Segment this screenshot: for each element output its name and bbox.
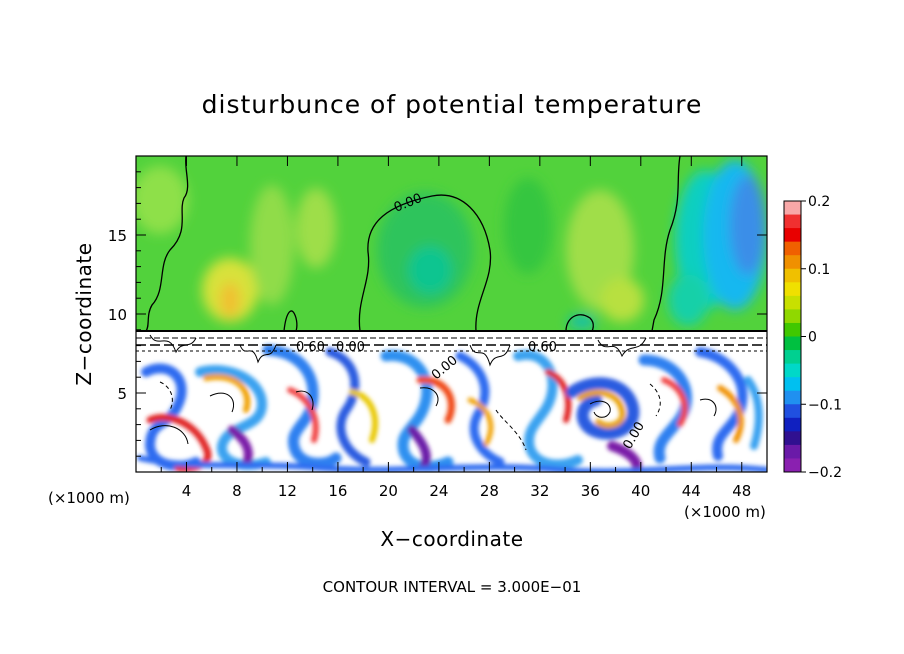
contour-label: 0.60 [296,340,325,355]
y-tick-label: 10 [108,306,127,324]
colorbar-swatch [784,363,801,378]
contour-label: 0.00 [336,340,365,355]
y-tick-label: 5 [117,385,127,403]
colorbar-swatch [784,336,801,351]
x-unit-label-right: (×1000 m) [684,503,766,521]
y-tick-label: 15 [108,227,127,245]
colorbar-tick-label: 0 [808,330,817,346]
contour-label: 0.60 [528,340,557,355]
x-tick-label: 28 [480,482,499,500]
colorbar-swatch [784,295,801,310]
colorbar-swatch [784,377,801,392]
upper-layer-blobs [136,160,767,329]
colorbar-tick-label: −0.2 [808,465,842,481]
x-axis: 4 8 12 16 20 24 28 32 36 40 44 48 [160,156,751,500]
y-axis: 5 10 15 [108,171,767,457]
x-tick-label: 32 [530,482,549,500]
colorbar-tick-label: 0.1 [808,262,830,278]
x-axis-label: X−coordinate [380,527,523,551]
colorbar-swatch [784,255,801,270]
colorbar-swatch [784,431,801,446]
colorbar-tick-label: −0.1 [808,397,842,413]
colorbar-swatch [784,201,801,216]
colorbar-swatch [784,322,801,337]
x-tick-label: 12 [278,482,297,500]
lower-contours [149,381,717,451]
x-tick-label: 8 [232,482,242,500]
colorbar-swatch [784,228,801,243]
colorbar-swatch [784,241,801,256]
upper-contours [145,156,681,332]
x-tick-label: 44 [682,482,701,500]
colorbar-swatch [784,444,801,459]
plot-area: 0.00 0.60 0.00 0.60 0.00 0.00 [136,156,767,472]
colorbar: 0.2 0.1 0 −0.1 −0.2 [783,194,842,481]
colorbar-swatch [784,214,801,229]
colorbar-swatch [784,268,801,283]
colorbar-swatch [784,350,801,365]
x-tick-label: 16 [328,482,347,500]
interface-band [136,330,767,367]
x-tick-label: 20 [379,482,398,500]
x-tick-label: 36 [581,482,600,500]
x-tick-label: 4 [182,482,192,500]
lower-layer-swirls [137,344,767,472]
colorbar-swatch [784,309,801,324]
x-unit-label: (×1000 m) [48,489,130,507]
chart-title: disturbunce of potential temperature [202,90,703,119]
x-tick-label: 24 [429,482,448,500]
x-tick-label: 48 [732,482,751,500]
x-tick-label: 40 [631,482,650,500]
colorbar-swatch [784,458,801,473]
colorbar-swatch [784,390,801,405]
colorbar-swatch [784,417,801,432]
contour-interval-note: CONTOUR INTERVAL = 3.000E−01 [323,578,582,596]
colorbar-swatch [784,282,801,297]
y-axis-label: Z−coordinate [72,242,96,385]
colorbar-tick-label: 0.2 [808,194,830,210]
colorbar-swatch [784,404,801,419]
